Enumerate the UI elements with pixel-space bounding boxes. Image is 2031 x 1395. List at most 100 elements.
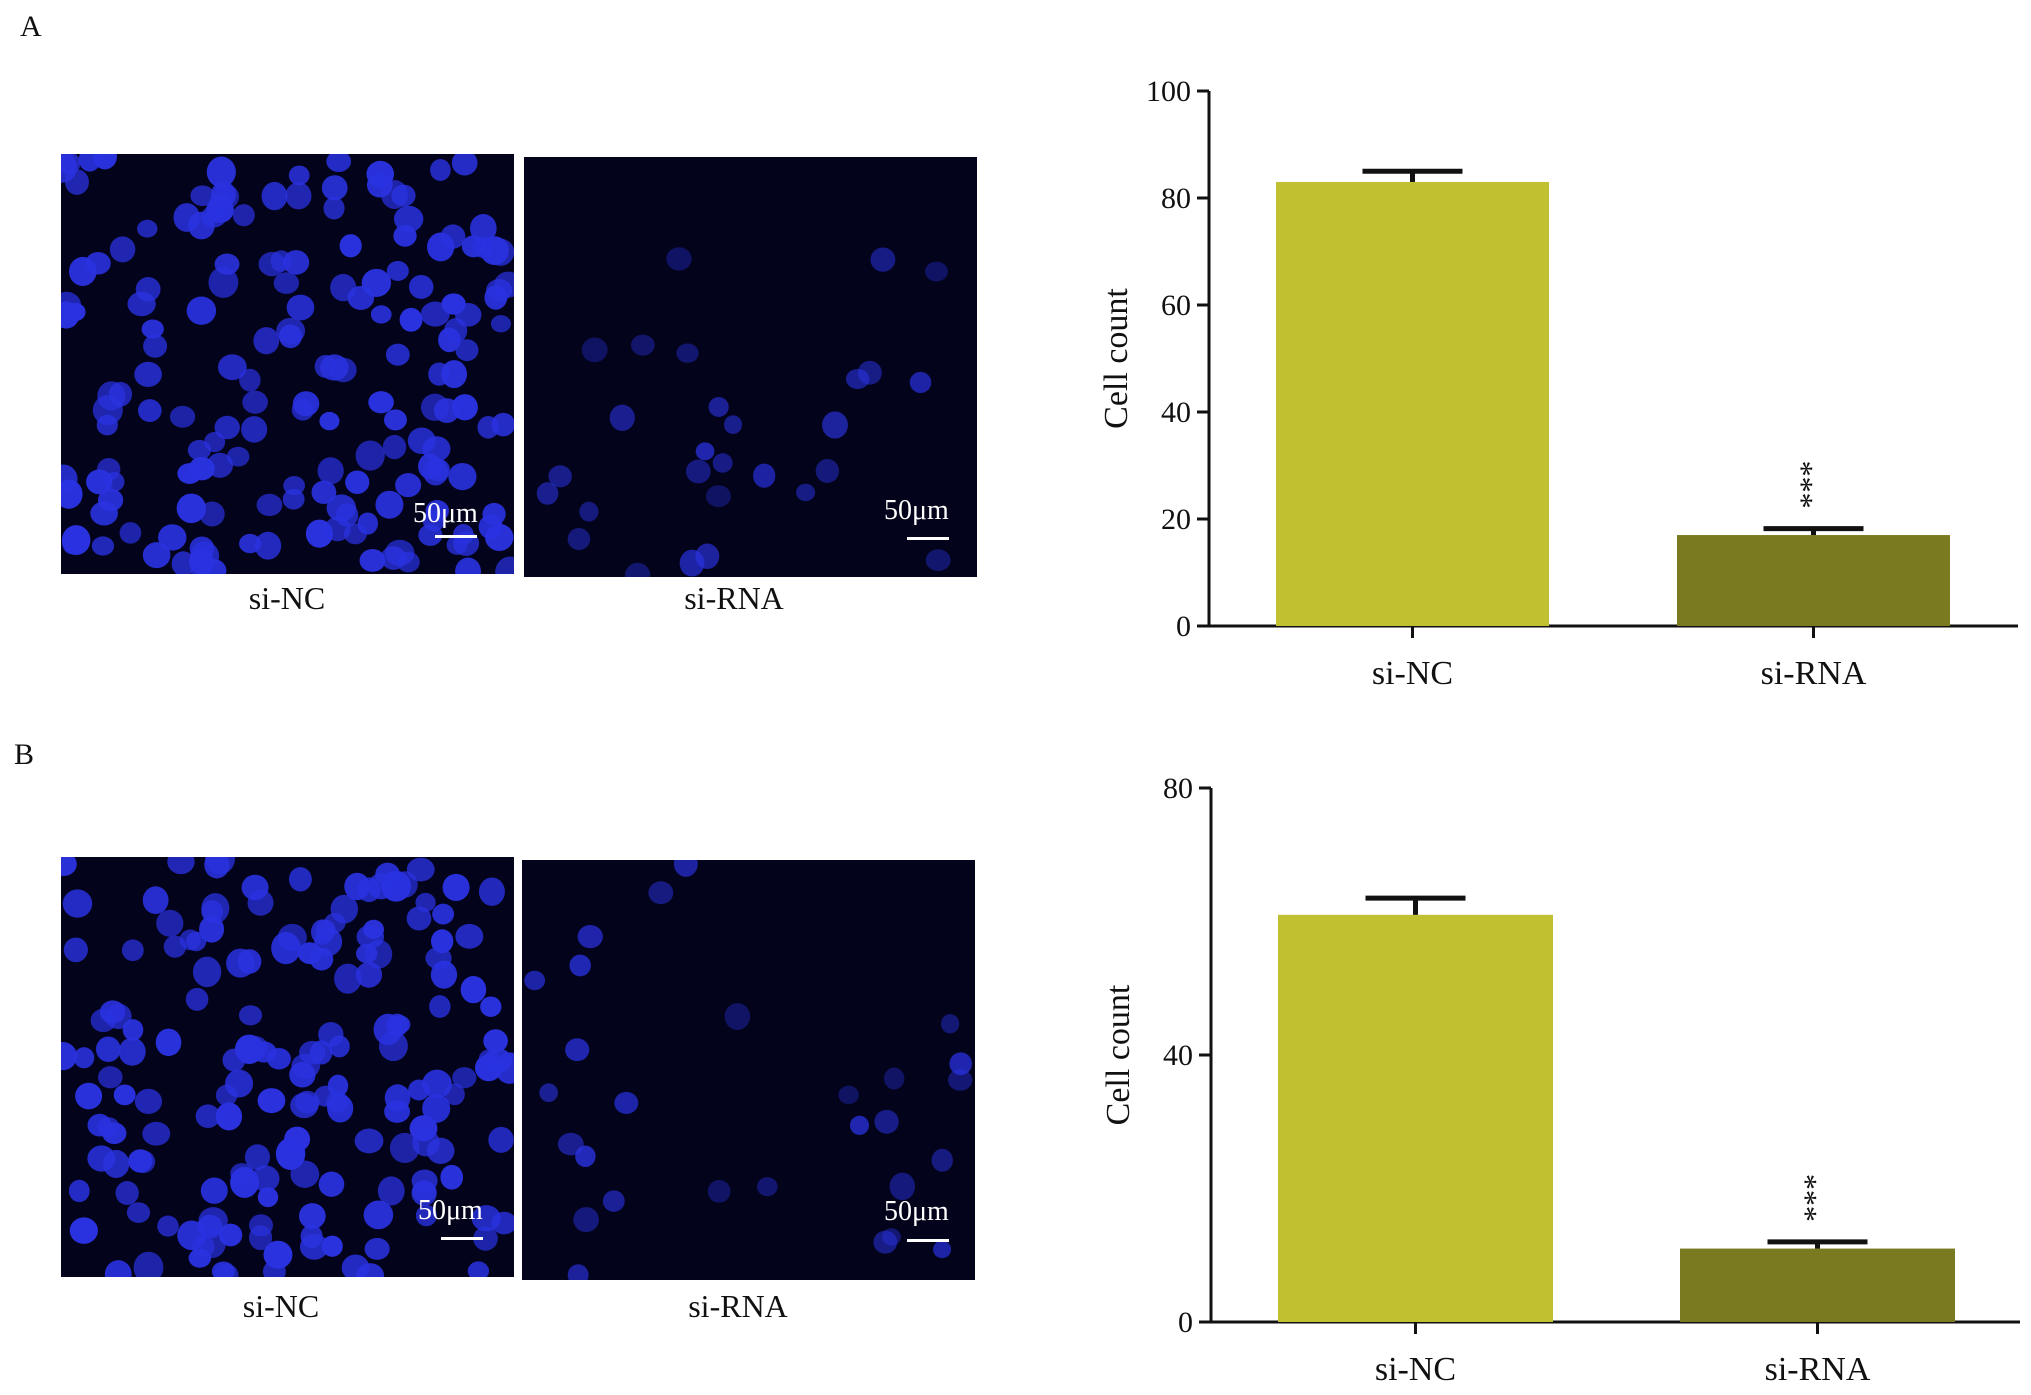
nucleus xyxy=(947,1069,973,1091)
nucleus xyxy=(211,181,236,208)
nucleus xyxy=(557,1132,584,1156)
nucleus xyxy=(488,1126,514,1153)
nucleus xyxy=(478,877,505,906)
nucleus xyxy=(155,1028,182,1057)
image-caption-si-rna: si-RNA xyxy=(688,1288,788,1324)
nucleus xyxy=(451,394,478,421)
nucleus xyxy=(167,857,195,875)
nucleus xyxy=(368,391,394,414)
nucleus xyxy=(241,416,268,443)
nucleus xyxy=(483,1029,508,1053)
nucleus xyxy=(567,1264,589,1280)
nucleus xyxy=(375,490,404,519)
nucleus xyxy=(469,213,497,243)
nucleus xyxy=(137,399,162,422)
nucleus xyxy=(949,1052,972,1076)
nucleus xyxy=(253,327,280,355)
nucleus xyxy=(217,354,247,381)
nucleus xyxy=(422,510,445,532)
scale-bar xyxy=(435,535,477,538)
nucleus xyxy=(889,1172,916,1201)
nucleus xyxy=(426,232,455,262)
nucleus xyxy=(115,1181,139,1205)
nucleus xyxy=(385,343,410,366)
nucleus xyxy=(134,1088,163,1114)
nucleus xyxy=(609,404,635,431)
y-tick-label: 80 xyxy=(1161,182,1191,215)
nucleus xyxy=(61,479,83,509)
nucleus xyxy=(330,894,359,924)
y-tick-label: 0 xyxy=(1176,610,1191,643)
nucleus xyxy=(427,458,451,482)
nucleus xyxy=(796,483,816,502)
nucleus xyxy=(257,1088,286,1114)
nucleus xyxy=(289,1061,316,1088)
nucleus xyxy=(62,889,93,918)
nucleus xyxy=(171,551,196,574)
nucleus xyxy=(335,503,359,527)
nucleus xyxy=(273,272,300,294)
nucleus xyxy=(242,390,268,414)
nucleus xyxy=(68,1179,90,1203)
nucleus xyxy=(666,247,692,271)
nucleus xyxy=(201,900,224,923)
nucleus xyxy=(91,536,115,556)
nucleus xyxy=(197,1214,223,1239)
nucleus xyxy=(141,319,164,339)
nucleus xyxy=(187,439,211,461)
nucleus xyxy=(397,551,420,573)
nucleus xyxy=(478,514,503,540)
nucleus xyxy=(92,394,123,426)
nuclei-layer xyxy=(61,154,514,574)
nucleus xyxy=(288,867,312,892)
nucleus xyxy=(567,528,591,551)
nucleus xyxy=(173,203,200,232)
nucleus xyxy=(85,252,111,275)
image-caption-si-nc: si-NC xyxy=(242,1288,320,1324)
nuclei-layer xyxy=(61,857,514,1277)
nucleus xyxy=(624,562,651,577)
nucleus xyxy=(425,946,452,970)
x-tick-label: si-RNA xyxy=(1765,1351,1871,1388)
nucleus xyxy=(377,1176,405,1206)
nucleus xyxy=(318,1171,345,1197)
nucleus xyxy=(577,925,603,949)
image-caption-si-rna: si-RNA xyxy=(684,580,784,616)
nucleus xyxy=(442,873,470,902)
nucleus xyxy=(406,906,432,931)
y-tick-label: 0 xyxy=(1178,1306,1193,1339)
nucleus xyxy=(344,872,370,901)
nucleus xyxy=(283,250,310,275)
nucleus xyxy=(393,205,424,233)
nucleus xyxy=(230,1163,254,1184)
nucleus xyxy=(753,463,776,488)
nucleus xyxy=(321,175,348,201)
nucleus xyxy=(494,271,514,298)
scale-bar-label: 50μm xyxy=(418,1195,483,1226)
nucleus xyxy=(471,1205,501,1232)
nucleus xyxy=(931,1148,953,1172)
nucleus xyxy=(707,1179,731,1203)
nucleus xyxy=(673,860,698,877)
nucleus xyxy=(384,1100,411,1123)
nucleus xyxy=(579,501,599,522)
nucleus xyxy=(472,236,494,259)
nucleus xyxy=(874,1109,899,1134)
nucleus xyxy=(355,440,385,471)
nucleus xyxy=(206,156,236,188)
nuclei-layer xyxy=(536,247,951,577)
nucleus xyxy=(158,524,187,551)
nucleus xyxy=(539,1083,558,1103)
nucleus xyxy=(355,961,383,988)
nucleus xyxy=(257,1187,279,1208)
nucleus xyxy=(314,927,343,957)
nucleus xyxy=(61,857,77,877)
nucleus xyxy=(276,317,306,345)
nucleus xyxy=(708,397,729,417)
nucleus xyxy=(137,219,158,238)
nucleus xyxy=(452,1067,477,1089)
scale-bar xyxy=(441,1237,483,1240)
nucleus xyxy=(420,393,449,421)
